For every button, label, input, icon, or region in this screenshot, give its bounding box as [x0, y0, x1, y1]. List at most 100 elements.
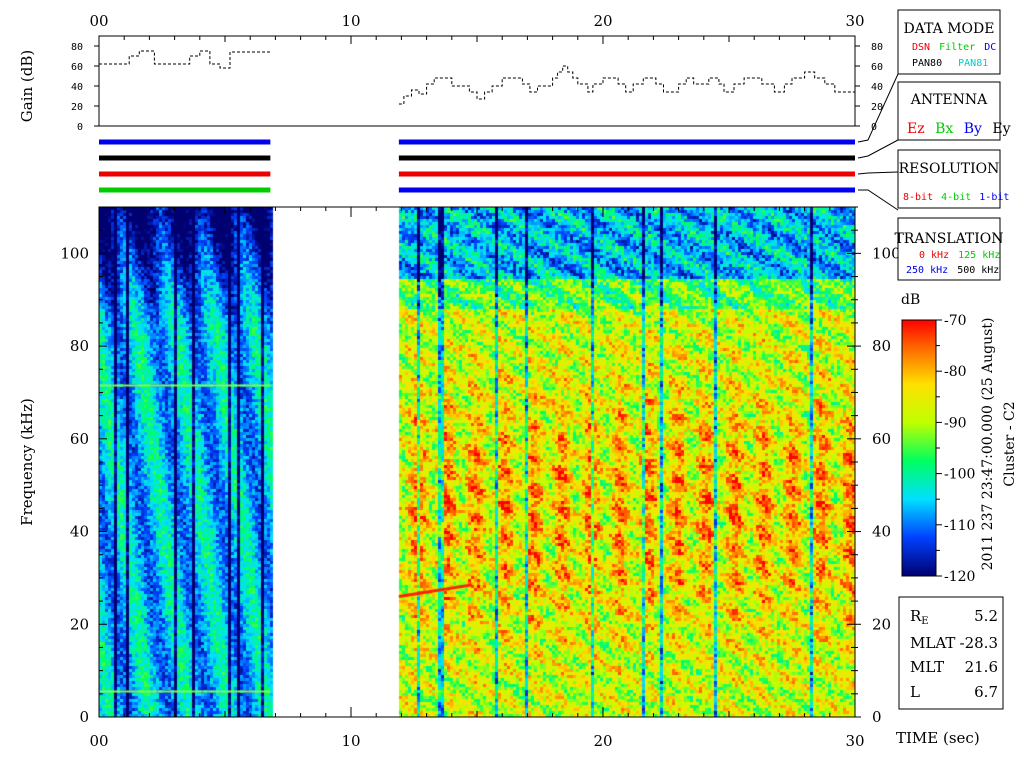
orbit-label: MLT — [910, 658, 944, 676]
resolution-item: 8-bit — [903, 192, 933, 203]
top-tick-label: 30 — [845, 12, 864, 30]
data-mode-row1: DSN Filter DC — [912, 42, 996, 53]
gain-tick-label: 80 — [871, 42, 883, 53]
translation-row1: 0 kHz 125 kHz — [919, 250, 1000, 261]
gain-tick-label: 0 — [77, 122, 83, 133]
resolution-title: RESOLUTION — [899, 161, 1000, 177]
translation-frame — [897, 217, 1001, 281]
colorbar-tick-label: -90 — [944, 415, 967, 431]
freq-tick-label: 40 — [872, 523, 891, 541]
gain-tick-label: 40 — [71, 82, 83, 93]
translation-item: 0 kHz — [919, 250, 949, 261]
freq-tick-label: 100 — [872, 244, 901, 262]
colorbar-unit: dB — [901, 292, 920, 308]
antenna-item: Bx — [935, 121, 953, 137]
freq-ylabel: Frequency (kHz) — [18, 398, 36, 526]
data-mode-item: PAN81 — [958, 58, 988, 69]
gain-panel-frame — [98, 35, 856, 127]
colorbar-ticks: -70 -80 -90 -100 -110 -120 — [936, 313, 975, 585]
translation-item: 250 kHz — [906, 265, 948, 276]
resolution-item: 4-bit — [941, 192, 971, 203]
antenna-row: Ez Bx By Ey — [907, 121, 1011, 137]
antenna-title: ANTENNA — [910, 92, 988, 108]
antenna-frame — [897, 81, 1001, 141]
colorbar-gradient — [901, 319, 937, 577]
gain-tick-label: 20 — [871, 102, 883, 113]
orbit-label: RE — [910, 607, 929, 627]
data-mode-item: PAN80 — [912, 58, 942, 69]
time-ticks-bottom — [98, 207, 856, 717]
colorbar-date: 2011 237 23:47:00.000 (25 August) — [980, 318, 996, 571]
orbit-info-box: RE 5.2 MLAT -28.3 MLT 21.6 L 6.7 — [898, 596, 1004, 710]
resolution-row: 8-bit 4-bit 1-bit — [903, 192, 1009, 203]
bottom-tick-label: 20 — [593, 732, 612, 750]
top-tick-label: 20 — [593, 12, 612, 30]
orbit-value: 5.2 — [974, 607, 998, 625]
antenna-box: ANTENNA Ez Bx By Ey — [897, 81, 1011, 141]
colorbar-spacecraft: Cluster - C2 — [1002, 401, 1018, 486]
gain-tick-label: 20 — [71, 102, 83, 113]
orbit-value: 21.6 — [965, 658, 998, 676]
translation-item: 500 kHz — [957, 265, 999, 276]
freq-tick-label: 100 — [60, 244, 89, 262]
gain-tick-label: 80 — [71, 42, 83, 53]
freq-ticks-left: 0 20 40 60 80 100 — [60, 206, 107, 726]
spectrogram-image — [99, 207, 855, 717]
data-mode-box: DATA MODE DSN Filter DC PAN80 PAN81 — [897, 9, 1001, 75]
freq-tick-label: 40 — [70, 523, 89, 541]
colorbar-tick-label: -80 — [944, 364, 967, 380]
data-mode-item: DSN — [912, 42, 930, 53]
freq-tick-label: 20 — [872, 615, 891, 633]
gain-line — [99, 50, 271, 69]
translation-row2: 250 kHz 500 kHz — [906, 265, 999, 276]
colorbar-tick-label: -110 — [944, 518, 975, 534]
bottom-tick-label: 30 — [845, 732, 864, 750]
gain-ticks-left: 0 20 40 60 80 — [71, 42, 99, 133]
legend-connectors — [857, 73, 899, 211]
orbit-value: -28.3 — [960, 634, 998, 652]
colorbar-tick-label: -120 — [944, 569, 975, 585]
colorbar-tick-label: -100 — [944, 467, 975, 483]
orbit-label: L — [910, 683, 920, 701]
antenna-item: By — [964, 121, 982, 137]
data-mode-item: DC — [984, 42, 996, 53]
top-time-ticks: 00 10 20 30 — [89, 12, 864, 30]
resolution-frame — [897, 149, 1001, 209]
gain-panel: 0 20 40 60 80 0 20 40 60 80 Gain (dB) — [18, 35, 883, 133]
freq-tick-label: 80 — [872, 337, 891, 355]
freq-tick-label: 0 — [79, 708, 89, 726]
gain-tick-label: 60 — [71, 62, 83, 73]
orbit-label: MLAT — [910, 634, 955, 652]
gain-top-minor-ticks — [98, 36, 856, 44]
antenna-item: Ez — [907, 121, 925, 137]
connector-resolution — [857, 171, 899, 175]
orbit-info-frame — [898, 596, 1004, 710]
freq-ticks-right: 0 20 40 60 80 100 — [847, 206, 901, 726]
gain-line — [398, 65, 855, 105]
resolution-box: RESOLUTION 8-bit 4-bit 1-bit — [897, 149, 1009, 209]
translation-title: TRANSLATION — [894, 231, 1003, 247]
data-mode-row2: PAN80 PAN81 — [912, 58, 988, 69]
resolution-item: 1-bit — [979, 192, 1009, 203]
orbit-label-sub: E — [921, 616, 928, 627]
connector-antenna — [857, 139, 899, 159]
freq-tick-label: 80 — [70, 337, 89, 355]
freq-tick-label: 20 — [70, 615, 89, 633]
gain-ylabel: Gain (dB) — [18, 50, 36, 122]
gain-tick-label: 40 — [871, 82, 883, 93]
top-tick-label: 00 — [89, 12, 108, 30]
mode-bars — [99, 139, 855, 193]
data-mode-item: Filter — [939, 42, 975, 53]
orbit-label-text: R — [910, 607, 922, 625]
data-mode-frame — [897, 9, 1001, 75]
top-tick-label: 10 — [341, 12, 360, 30]
spectrogram-panel: 0 20 40 60 80 100 0 20 40 60 80 100 Frequency (kHz… — [18, 206, 901, 726]
colorbar: dB -70 -80 -90 -100 -110 -120 2011 237 23:47:… — [901, 292, 1018, 585]
freq-tick-label: 60 — [70, 430, 89, 448]
bottom-time-ticks: 00 10 20 30 — [89, 732, 864, 750]
orbit-value: 6.7 — [974, 683, 998, 701]
data-mode-title: DATA MODE — [904, 21, 995, 37]
antenna-item: Ey — [992, 121, 1010, 137]
